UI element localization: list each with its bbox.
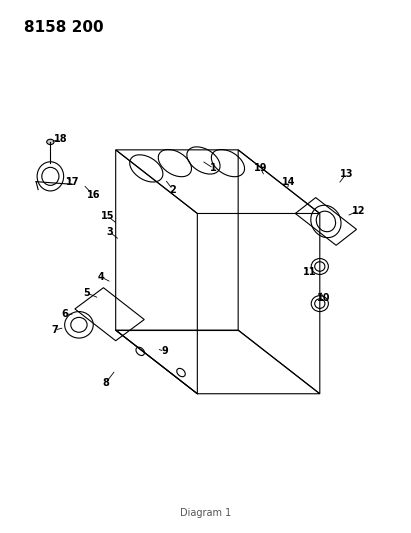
Text: 8: 8 — [102, 378, 109, 388]
Text: 4: 4 — [98, 272, 105, 282]
Text: 7: 7 — [51, 325, 58, 335]
Text: Diagram 1: Diagram 1 — [180, 508, 231, 519]
Ellipse shape — [47, 139, 54, 144]
Text: 8158 200: 8158 200 — [24, 20, 104, 35]
Text: 12: 12 — [352, 206, 365, 216]
Text: 14: 14 — [282, 176, 296, 187]
Text: 1: 1 — [210, 164, 217, 173]
Text: 19: 19 — [254, 164, 268, 173]
Text: 15: 15 — [101, 211, 114, 221]
Text: 2: 2 — [169, 184, 176, 195]
Text: 5: 5 — [84, 288, 90, 298]
Text: 16: 16 — [86, 190, 100, 200]
Text: 10: 10 — [317, 293, 330, 303]
Text: 18: 18 — [54, 134, 67, 144]
Text: 6: 6 — [61, 309, 68, 319]
Text: 17: 17 — [66, 176, 80, 187]
Text: 13: 13 — [339, 169, 353, 179]
Text: 3: 3 — [106, 227, 113, 237]
Text: 11: 11 — [303, 267, 316, 277]
Text: 9: 9 — [161, 346, 168, 357]
